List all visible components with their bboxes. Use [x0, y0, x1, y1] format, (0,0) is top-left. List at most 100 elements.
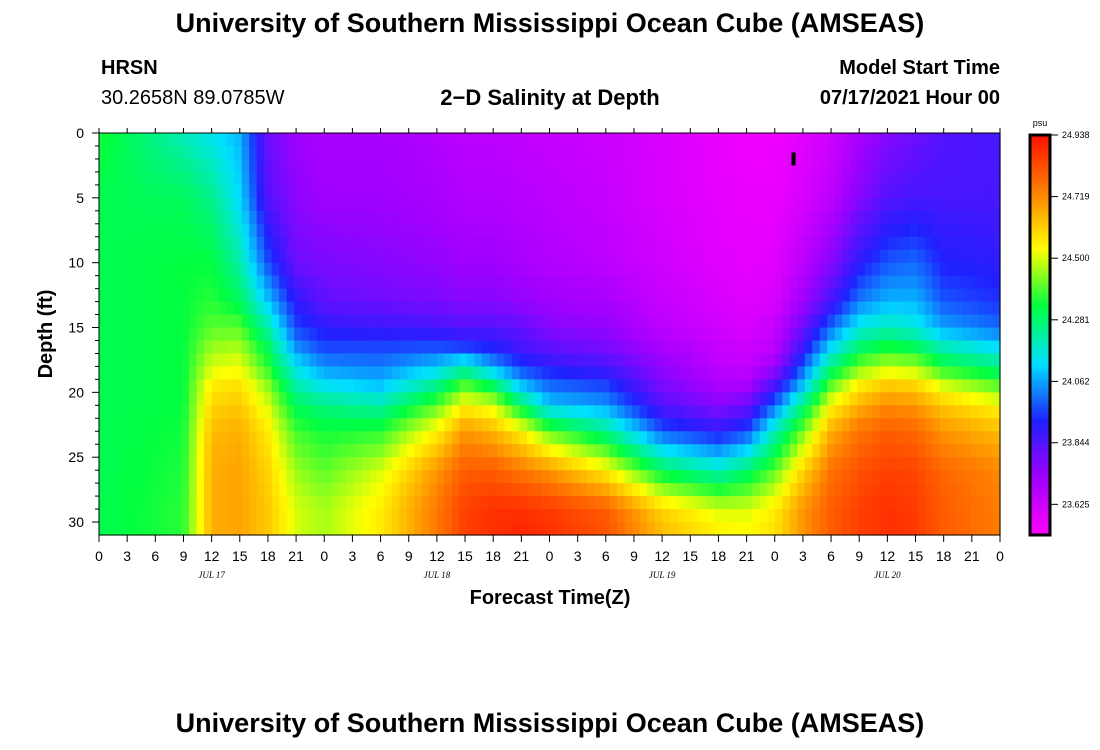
heatmap-cell [947, 366, 956, 380]
heatmap-cell [827, 210, 836, 225]
heatmap-cell [294, 392, 303, 406]
heatmap-cell [699, 457, 708, 471]
heatmap-cell [662, 444, 671, 458]
heatmap-cell [391, 392, 400, 406]
heatmap-cell [361, 301, 370, 316]
heatmap-cell [376, 223, 385, 238]
heatmap-cell [309, 327, 318, 342]
heatmap-cell [339, 483, 348, 497]
heatmap-cell [436, 184, 445, 199]
heatmap-cell [767, 184, 776, 199]
heatmap-cell [316, 340, 325, 355]
heatmap-cell [752, 314, 761, 329]
heatmap-cell [474, 171, 483, 186]
heatmap-cell [159, 444, 168, 458]
heatmap-cell [166, 288, 175, 303]
heatmap-cell [947, 327, 956, 342]
heatmap-cell [159, 431, 168, 445]
heatmap-cell [144, 444, 153, 458]
heatmap-cell [737, 236, 746, 251]
heatmap-cell [121, 210, 130, 225]
heatmap-cell [797, 431, 806, 445]
heatmap-cell [519, 171, 528, 186]
heatmap-cell [534, 340, 543, 355]
heatmap-cell [954, 483, 964, 497]
heatmap-cell [489, 301, 498, 316]
heatmap-cell [399, 236, 408, 251]
heatmap-cell [196, 353, 205, 368]
heatmap-cell [451, 275, 460, 290]
heatmap-cell [196, 158, 205, 173]
heatmap-cell [504, 236, 513, 251]
heatmap-cell [406, 171, 415, 186]
heatmap-cell [369, 301, 378, 316]
heatmap-cell [962, 431, 971, 445]
heatmap-cell [617, 249, 626, 264]
heatmap-cell [204, 483, 213, 497]
heatmap-cell [602, 509, 611, 523]
heatmap-cell [541, 431, 551, 445]
heatmap-cell [827, 483, 836, 497]
heatmap-cell [324, 431, 333, 445]
heatmap-cell [587, 158, 596, 173]
heatmap-cell [947, 431, 956, 445]
heatmap-cell [849, 171, 858, 186]
heatmap-cell [887, 379, 896, 393]
heatmap-cell [136, 249, 145, 264]
heatmap-cell [849, 275, 858, 290]
heatmap-cell [759, 509, 768, 523]
heatmap-cell [151, 392, 160, 406]
heatmap-cell [609, 470, 618, 484]
heatmap-cell [669, 223, 678, 238]
heatmap-cell [189, 288, 198, 303]
heatmap-cell [947, 379, 956, 393]
heatmap-cell [511, 340, 521, 355]
heatmap-cell [992, 444, 1001, 458]
heatmap-cell [399, 444, 408, 458]
heatmap-cell [737, 327, 746, 342]
heatmap-cell [729, 353, 738, 368]
heatmap-cell [399, 340, 408, 355]
heatmap-cell [354, 184, 363, 199]
heatmap-cell [887, 301, 896, 316]
heatmap-cell [684, 301, 693, 316]
heatmap-cell [827, 184, 836, 199]
heatmap-cell [932, 301, 941, 316]
heatmap-cell [669, 158, 678, 173]
heatmap-cell [309, 379, 318, 393]
heatmap-cell [669, 210, 678, 225]
heatmap-cell [234, 457, 243, 471]
heatmap-cell [226, 301, 235, 316]
heatmap-cell [286, 379, 295, 393]
heatmap-cell [249, 171, 258, 186]
heatmap-cell [414, 496, 423, 510]
heatmap-cell [519, 197, 528, 212]
heatmap-cell [166, 133, 175, 147]
heatmap-cell [121, 392, 130, 406]
heatmap-cell [744, 210, 753, 225]
heatmap-cell [234, 158, 243, 173]
heatmap-cell [181, 366, 190, 380]
heatmap-cell [436, 431, 445, 445]
heatmap-cell [564, 249, 573, 264]
heatmap-cell [939, 457, 949, 471]
heatmap-cell [774, 340, 783, 355]
heatmap-cell [917, 249, 926, 264]
heatmap-cell [557, 133, 566, 147]
heatmap-cell [99, 509, 108, 523]
heatmap-cell [669, 301, 678, 316]
heatmap-cell [474, 431, 483, 445]
heatmap-cell [444, 301, 453, 316]
heatmap-cell [962, 210, 971, 225]
heatmap-cell [939, 288, 949, 303]
heatmap-cell [256, 197, 265, 212]
heatmap-cell [714, 405, 723, 419]
heatmap-cell [331, 275, 340, 290]
heatmap-cell [557, 444, 566, 458]
heatmap-cell [602, 236, 611, 251]
heatmap-cell [414, 418, 423, 432]
heatmap-cell [902, 340, 911, 355]
heatmap-cell [226, 288, 235, 303]
heatmap-cell [827, 379, 836, 393]
heatmap-cell [189, 171, 198, 186]
